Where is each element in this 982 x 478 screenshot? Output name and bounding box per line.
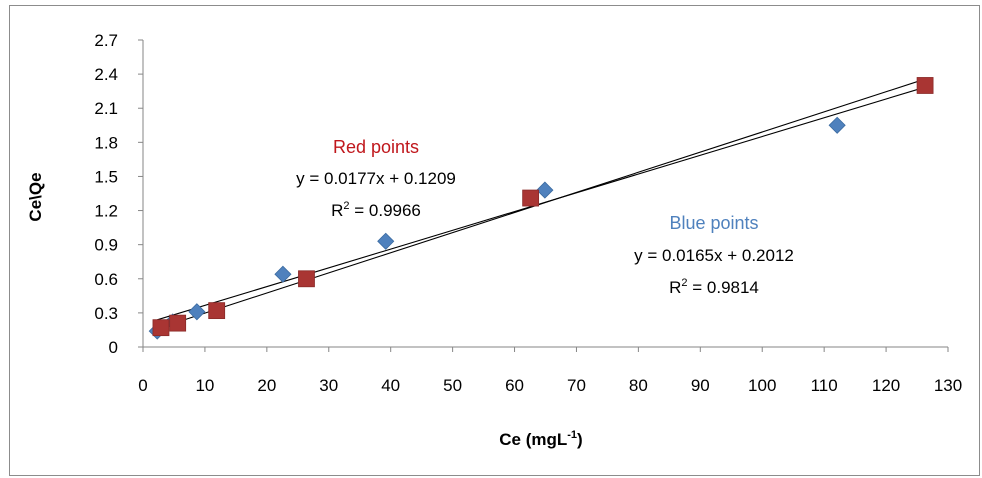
red-data-point <box>916 77 934 94</box>
x-tick-label: 30 <box>319 376 338 395</box>
blue-series-annotation: Blue points y = 0.0165x + 0.2012 R2 = 0.… <box>634 213 794 297</box>
blue-series-r2: R2 = 0.9814 <box>669 277 759 297</box>
chart-frame <box>9 5 980 476</box>
red-series-label: Red points <box>333 137 419 157</box>
blue-series-equation: y = 0.0165x + 0.2012 <box>634 246 794 265</box>
x-tick-label: 80 <box>629 376 648 395</box>
red-series-annotation: Red points y = 0.0177x + 0.1209 R2 = 0.9… <box>296 137 456 220</box>
red-trendline <box>157 78 926 330</box>
y-tick-label: 2.7 <box>94 31 118 50</box>
y-tick-label: 1.8 <box>94 133 118 152</box>
x-axis-title-main: Ce (mgL <box>499 430 567 449</box>
red-data-point <box>522 189 540 207</box>
x-tick-label: 60 <box>505 376 524 395</box>
blue-data-point <box>377 232 395 250</box>
data-points <box>148 77 934 340</box>
x-axis-title: Ce (mgL-1) <box>499 429 582 449</box>
x-tick-label: 10 <box>195 376 214 395</box>
red-r2-value: = 0.9966 <box>350 201 421 220</box>
y-tick-label: 2.1 <box>94 99 118 118</box>
y-tick-label: 0 <box>109 338 118 357</box>
y-ticks: 0 0.3 0.6 0.9 1.2 1.5 1.8 2.1 2.4 2.7 <box>94 31 143 357</box>
x-tick-label: 0 <box>138 376 147 395</box>
red-data-point <box>298 270 315 288</box>
red-data-point <box>208 302 226 320</box>
blue-data-point <box>274 265 292 283</box>
x-axis-title-sup: -1 <box>567 429 577 441</box>
red-series-r2: R2 = 0.9966 <box>331 200 421 220</box>
x-ticks: 0 10 20 30 40 50 60 70 80 90 100 110 120 130 <box>138 347 962 395</box>
y-tick-label: 1.5 <box>94 167 118 186</box>
x-tick-label: 130 <box>934 376 962 395</box>
x-tick-label: 50 <box>443 376 462 395</box>
blue-r2-value: = 0.9814 <box>688 278 759 297</box>
x-tick-label: 110 <box>811 376 838 395</box>
x-tick-label: 100 <box>748 376 776 395</box>
blue-data-point <box>828 116 846 134</box>
blue-r2-sup: 2 <box>681 277 687 289</box>
blue-series-label: Blue points <box>669 213 758 233</box>
y-tick-label: 0.9 <box>94 236 118 255</box>
y-axis-title: Ce\Qe <box>26 172 45 221</box>
x-tick-label: 40 <box>381 376 400 395</box>
x-tick-label: 90 <box>691 376 710 395</box>
y-tick-label: 2.4 <box>94 65 118 84</box>
red-series-equation: y = 0.0177x + 0.1209 <box>296 169 456 188</box>
blue-data-point <box>188 303 206 321</box>
blue-data-point <box>536 181 554 199</box>
red-data-point <box>169 314 187 332</box>
y-tick-label: 1.2 <box>94 202 118 221</box>
red-r2-sup: 2 <box>343 200 349 212</box>
x-tick-label: 20 <box>257 376 276 395</box>
trendlines <box>157 78 926 330</box>
red-r2-label: R <box>331 201 343 220</box>
red-data-point <box>152 319 170 337</box>
blue-r2-label: R <box>669 278 681 297</box>
y-tick-label: 0.3 <box>94 304 118 323</box>
y-tick-label: 0.6 <box>94 270 118 289</box>
x-tick-label: 70 <box>567 376 586 395</box>
x-axis-title-suffix: ) <box>577 430 583 449</box>
x-tick-label: 120 <box>872 376 900 395</box>
